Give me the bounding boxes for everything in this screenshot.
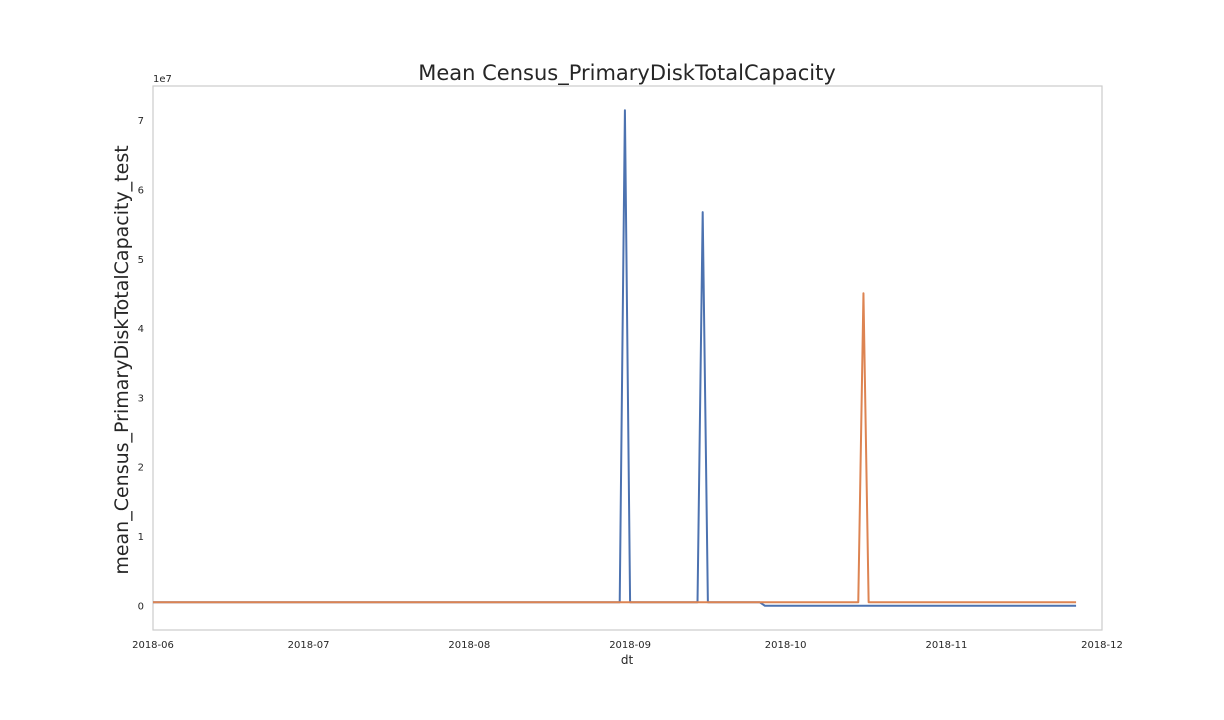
x-tick-label: 2018-08	[448, 640, 490, 651]
x-tick-label: 2018-11	[926, 640, 968, 651]
x-tick-label: 2018-10	[765, 640, 807, 651]
x-tick-label: 2018-12	[1081, 640, 1123, 651]
y-tick-label: 7	[138, 116, 144, 127]
x-axis-ticks: 2018-06 2018-07 2018-08 2018-09 2018-10 2018-…	[132, 640, 1123, 651]
y-tick-label: 5	[138, 255, 144, 266]
x-tick-label: 2018-06	[132, 640, 174, 651]
y-tick-label: 4	[138, 324, 144, 335]
x-axis-label: dt	[621, 653, 634, 667]
y-axis-label: mean_Census_PrimaryDiskTotalCapacity_tes…	[111, 145, 133, 574]
series-line-2	[153, 292, 1077, 604]
y-tick-label: 1	[138, 532, 144, 543]
x-tick-label: 2018-09	[609, 640, 651, 651]
series-layer	[153, 109, 1077, 607]
y-tick-label: 2	[138, 463, 144, 474]
x-tick-label: 2018-07	[288, 640, 330, 651]
chart-title: Mean Census_PrimaryDiskTotalCapacity	[418, 61, 836, 86]
y-tick-label: 6	[138, 185, 144, 196]
y-axis-ticks: 0 1 2 3 4 5 6 7	[138, 116, 144, 612]
y-tick-label: 3	[138, 393, 144, 404]
y-axis-offset-label: 1e7	[153, 74, 172, 85]
y-tick-label: 0	[138, 601, 144, 612]
